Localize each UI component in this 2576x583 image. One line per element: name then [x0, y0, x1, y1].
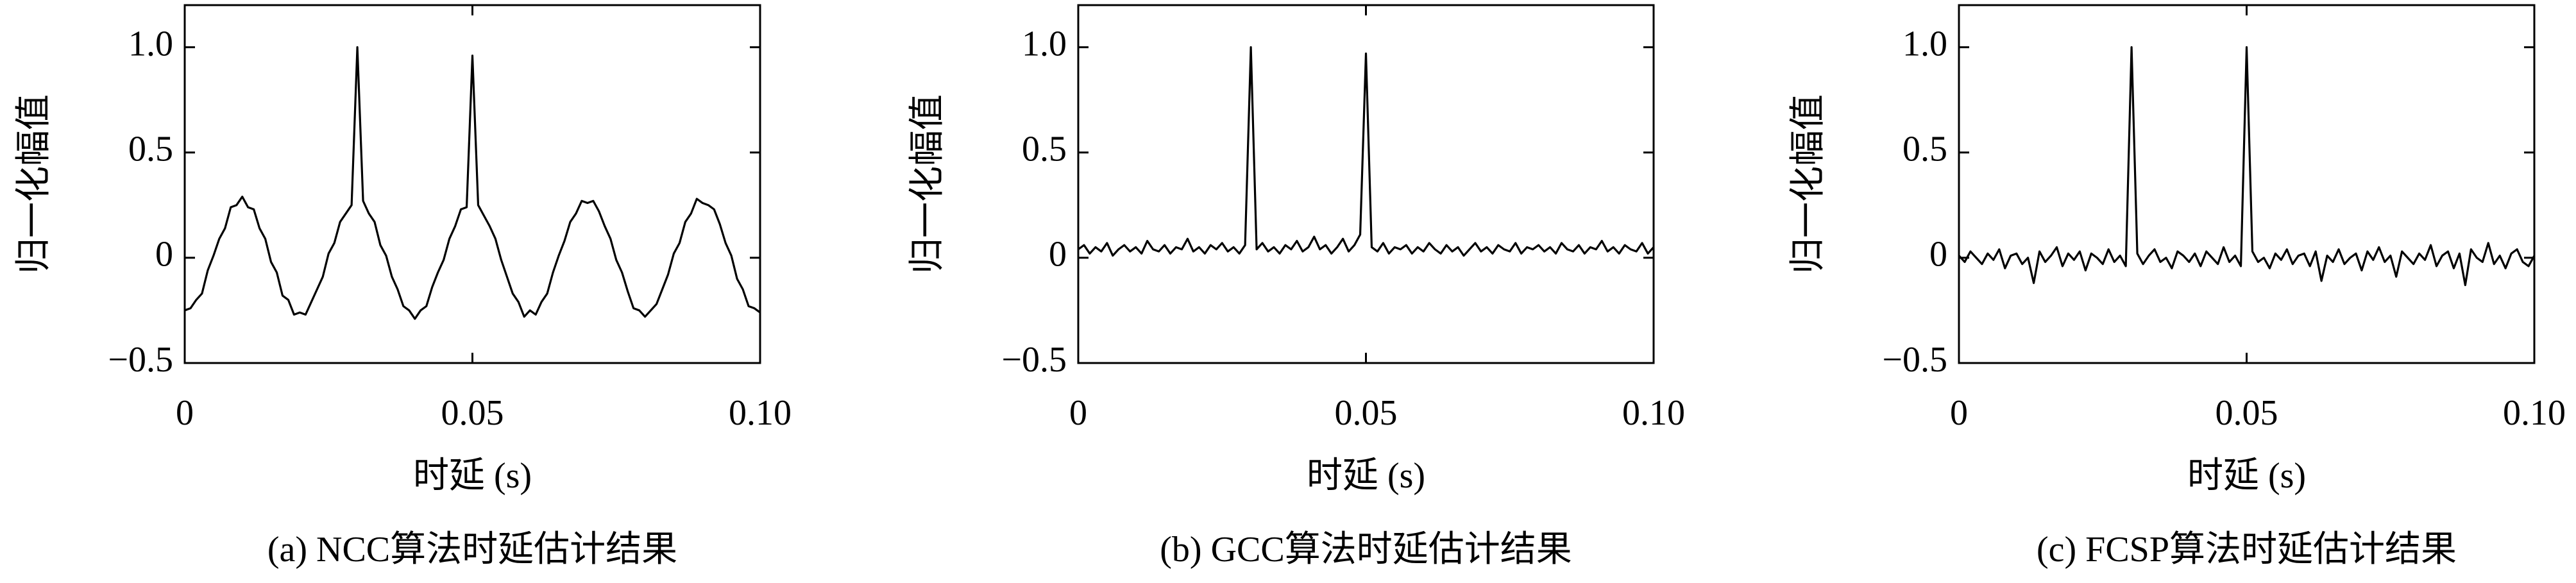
- x-tick-label: 0: [1950, 393, 1968, 433]
- y-tick-label: 0: [155, 235, 173, 275]
- y-tick-label: 0.5: [1022, 130, 1067, 169]
- x-tick-label: 0: [176, 393, 194, 433]
- y-tick-label: −0.5: [1001, 340, 1067, 380]
- y-axis-label: 归一化幅值: [908, 94, 947, 274]
- caption: (a) NCC算法时延估计结果: [267, 530, 677, 570]
- x-tick-label: 0: [1069, 393, 1087, 433]
- y-tick-label: 0.5: [128, 130, 173, 169]
- x-axis-label: 时延 (s): [1307, 456, 1425, 496]
- signal-line: [1958, 46, 2536, 287]
- signal-line: [184, 46, 761, 320]
- y-axis-label: 归一化幅值: [14, 94, 54, 274]
- x-tick-label: 0.05: [2216, 393, 2278, 433]
- x-tick-label: 0.10: [729, 393, 792, 433]
- caption: (b) GCC算法时延估计结果: [1160, 530, 1572, 570]
- x-tick-label: 0.10: [1622, 393, 1685, 433]
- caption: (c) FCSP算法时延估计结果: [2037, 530, 2457, 570]
- y-tick-label: −0.5: [108, 340, 173, 380]
- x-axis-label: 时延 (s): [2187, 456, 2306, 496]
- y-tick-label: 0: [1929, 235, 1947, 275]
- x-axis-label: 时延 (s): [413, 456, 532, 496]
- y-tick-label: −0.5: [1882, 340, 1947, 380]
- x-tick-label: 0.05: [441, 393, 504, 433]
- y-tick-label: 1.0: [1022, 24, 1067, 63]
- y-tick-label: 0.5: [1902, 130, 1947, 169]
- y-axis-label: 归一化幅值: [1788, 94, 1828, 274]
- y-tick-label: 0: [1049, 235, 1067, 275]
- x-tick-label: 0.05: [1335, 393, 1398, 433]
- y-tick-label: 1.0: [1902, 24, 1947, 63]
- y-tick-label: 1.0: [128, 24, 173, 63]
- x-tick-label: 0.10: [2503, 393, 2566, 433]
- signal-line: [1078, 46, 1655, 257]
